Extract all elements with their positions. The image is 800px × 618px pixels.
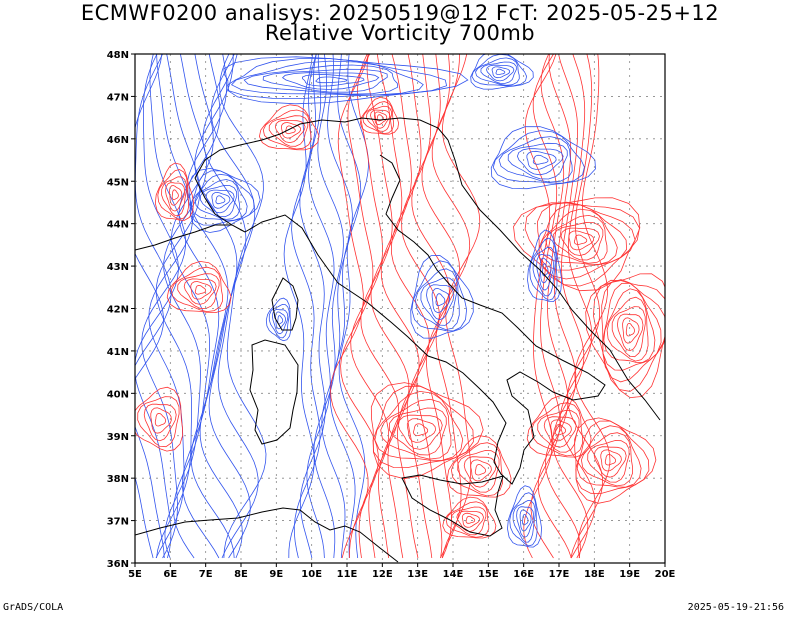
lon-label: 7E xyxy=(199,569,213,580)
lat-label: 36N xyxy=(107,559,129,570)
lon-label: 15E xyxy=(478,569,499,580)
lon-label: 12E xyxy=(372,569,393,580)
lat-label: 40N xyxy=(107,389,129,400)
footer-timestamp: 2025-05-19-21:56 xyxy=(688,602,784,613)
lon-label: 16E xyxy=(513,569,534,580)
longitude-labels: 5E 6E 7E 8E 9E 10E 11E 12E 13E 14E 15E 16E 17E 18E 19E… xyxy=(128,569,675,580)
latitude-labels: 48N 47N 46N 45N 44N 43N 42N 41N 40N 39N 38N 37N 36N xyxy=(107,50,129,570)
lon-label: 9E xyxy=(269,569,283,580)
lat-label: 39N xyxy=(107,432,129,443)
vorticity-contours xyxy=(121,52,670,558)
lat-label: 44N xyxy=(107,220,129,231)
lat-label: 46N xyxy=(107,135,129,146)
lon-label: 19E xyxy=(619,569,640,580)
lat-label: 43N xyxy=(107,262,129,273)
lon-label: 14E xyxy=(443,569,464,580)
lat-label: 45N xyxy=(107,177,129,188)
lon-label: 8E xyxy=(234,569,248,580)
lon-label: 17E xyxy=(549,569,570,580)
lon-label: 10E xyxy=(301,569,322,580)
lat-label: 37N xyxy=(107,517,129,528)
lat-label: 38N xyxy=(107,474,129,485)
lat-label: 42N xyxy=(107,305,129,316)
lon-label: 18E xyxy=(584,569,605,580)
lat-label: 47N xyxy=(107,92,129,103)
lon-label: 11E xyxy=(337,569,358,580)
lat-label: 41N xyxy=(107,347,129,358)
lon-label: 6E xyxy=(163,569,177,580)
lon-label: 5E xyxy=(128,569,142,580)
lat-label: 48N xyxy=(107,50,129,61)
lon-label: 13E xyxy=(407,569,428,580)
footer-credit: GrADS/COLA xyxy=(3,602,63,613)
lon-label: 20E xyxy=(655,569,676,580)
